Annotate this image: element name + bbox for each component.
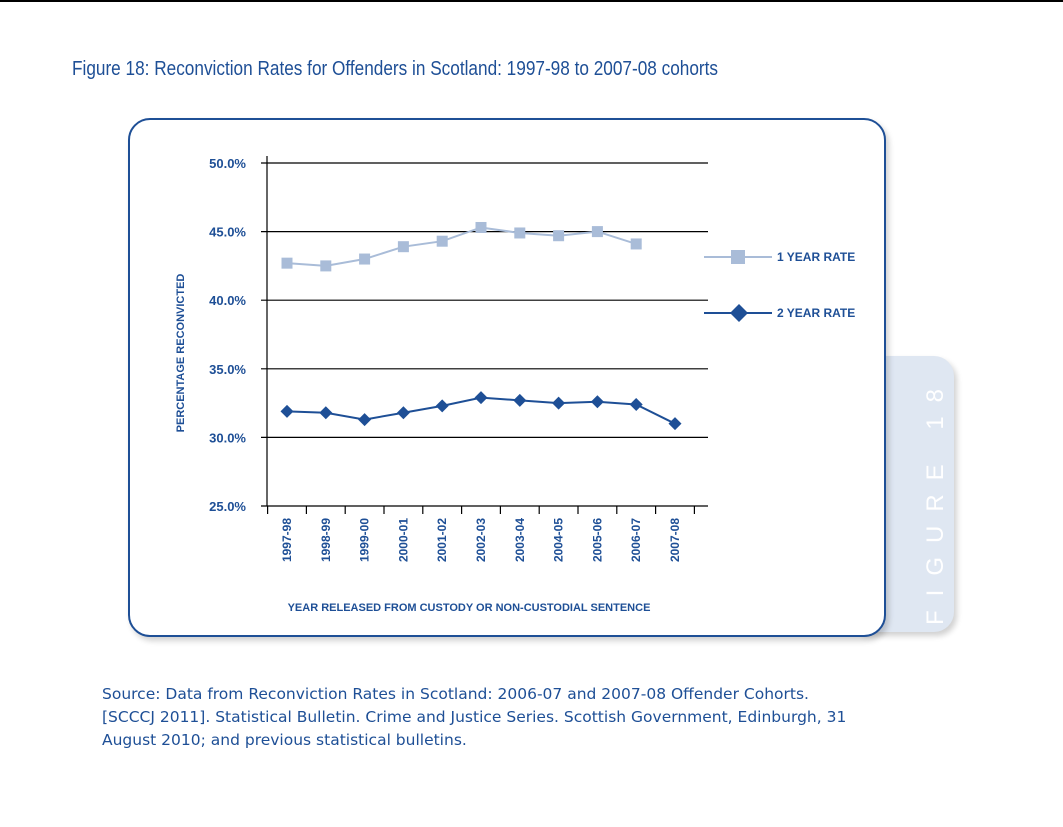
y-tick-label: 40.0% bbox=[209, 293, 246, 308]
x-tick-label: 2002-03 bbox=[474, 518, 488, 562]
legend-marker bbox=[730, 304, 748, 322]
legend: 1 YEAR RATE 2 YEAR RATE bbox=[704, 250, 855, 322]
data-point bbox=[668, 417, 682, 431]
data-point bbox=[435, 399, 449, 413]
x-tick-label: 2001-02 bbox=[435, 518, 449, 562]
data-point bbox=[397, 241, 409, 253]
data-point bbox=[359, 253, 371, 265]
y-tick-label: 25.0% bbox=[209, 499, 246, 514]
data-point bbox=[436, 235, 448, 247]
data-point bbox=[474, 391, 488, 405]
x-tick-label: 2003-04 bbox=[513, 518, 527, 562]
x-tick-label: 2000-01 bbox=[396, 518, 410, 562]
data-point bbox=[319, 406, 333, 420]
x-tick-label: 2004-05 bbox=[552, 518, 566, 562]
figure-title: Figure 18: Reconviction Rates for Offend… bbox=[72, 58, 719, 80]
y-tick-label: 35.0% bbox=[209, 362, 246, 377]
source-line: [SCCCJ 2011]. Statistical Bulletin. Crim… bbox=[102, 708, 847, 726]
x-tick-label: 1999-00 bbox=[358, 518, 372, 562]
x-tick-label: 2005-06 bbox=[590, 518, 604, 562]
data-point bbox=[629, 397, 643, 411]
x-tick-label: 2006-07 bbox=[629, 518, 643, 562]
data-point bbox=[514, 227, 526, 239]
legend-label: 2 YEAR RATE bbox=[777, 306, 855, 320]
x-axis-label: YEAR RELEASED FROM CUSTODY OR NON-CUSTOD… bbox=[288, 602, 651, 614]
data-point bbox=[590, 395, 604, 409]
data-point bbox=[281, 257, 293, 269]
axes bbox=[266, 156, 696, 514]
x-tick-label: 1997-98 bbox=[280, 518, 294, 562]
x-tick-labels: 1997-98 1998-99 1999-00 2000-01 2001-02 2002-… bbox=[280, 518, 682, 562]
series bbox=[280, 221, 682, 431]
legend-marker bbox=[731, 250, 745, 264]
data-point bbox=[630, 238, 642, 250]
y-axis-label: PERCENTAGE RECONVICTED bbox=[175, 274, 187, 433]
x-tick-label: 1998-99 bbox=[319, 518, 333, 562]
data-point bbox=[320, 260, 332, 272]
data-point bbox=[591, 226, 603, 238]
source-note: Source: Data from Reconviction Rates in … bbox=[102, 683, 962, 752]
gridlines bbox=[261, 162, 708, 507]
data-point bbox=[358, 413, 372, 427]
x-tick-label: 2007-08 bbox=[668, 518, 682, 562]
chart-panel bbox=[128, 118, 886, 637]
series-line bbox=[286, 226, 637, 267]
data-point bbox=[513, 393, 527, 407]
data-point bbox=[396, 406, 410, 420]
data-point bbox=[552, 396, 566, 410]
source-line: Source: Data from Reconviction Rates in … bbox=[102, 685, 809, 703]
y-tick-labels: 25.0% 30.0% 35.0% 40.0% 45.0% 50.0% bbox=[209, 156, 246, 514]
legend-label: 1 YEAR RATE bbox=[777, 250, 855, 264]
top-rule bbox=[0, 0, 1063, 2]
y-tick-label: 30.0% bbox=[209, 430, 246, 445]
y-tick-label: 45.0% bbox=[209, 225, 246, 240]
data-point bbox=[475, 221, 487, 233]
source-line: August 2010; and previous statistical bu… bbox=[102, 731, 467, 749]
y-tick-label: 50.0% bbox=[209, 156, 246, 171]
data-point bbox=[553, 230, 565, 242]
data-point bbox=[280, 404, 294, 418]
